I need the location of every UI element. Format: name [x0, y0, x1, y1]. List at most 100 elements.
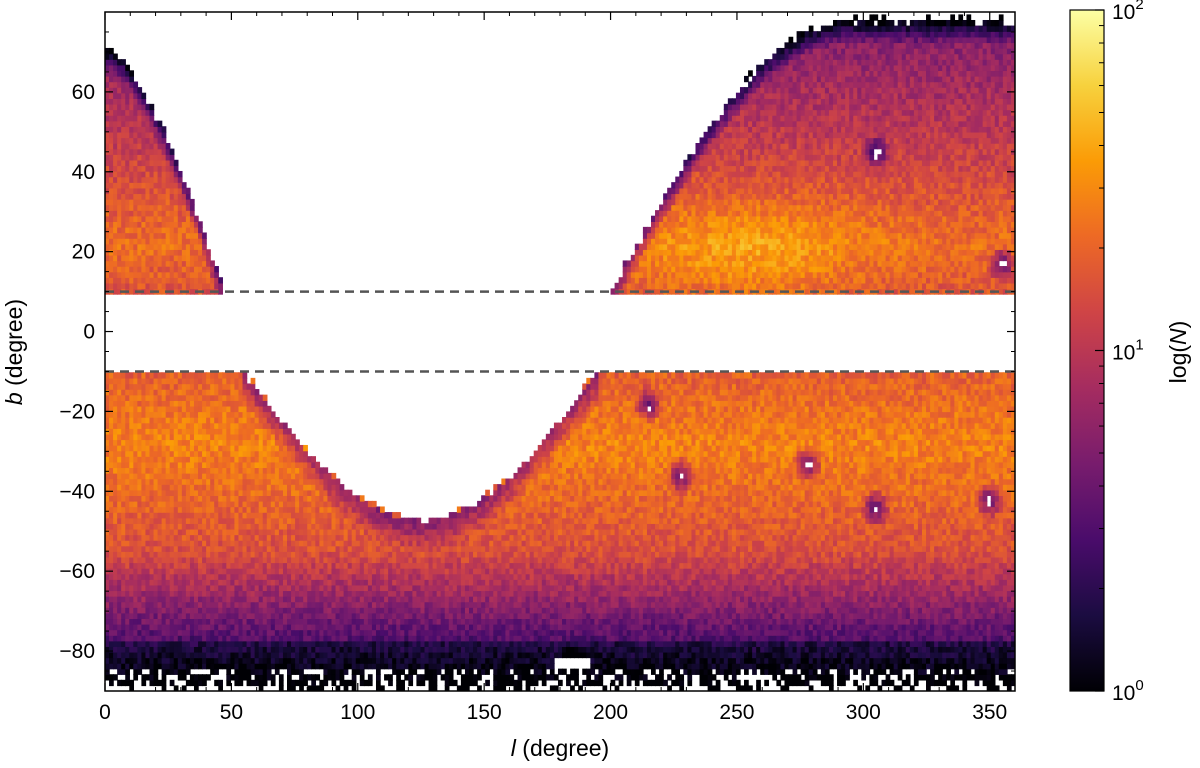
heatmap-cell — [266, 601, 272, 608]
heatmap-cell — [274, 579, 280, 586]
heatmap-cell — [113, 640, 118, 647]
heatmap-cell — [525, 640, 531, 647]
heatmap-cell — [586, 612, 592, 620]
heatmap-cell — [711, 635, 717, 642]
heatmap-cell — [784, 679, 790, 687]
heatmap-cell — [404, 657, 410, 664]
heatmap-cell — [444, 646, 450, 653]
heatmap-cell — [545, 601, 551, 608]
heatmap-cell — [930, 679, 935, 687]
heatmap-cell — [355, 651, 361, 659]
heatmap-cell — [942, 640, 947, 647]
heatmap-cell — [343, 579, 349, 586]
heatmap-cell — [177, 618, 183, 625]
heatmap-cell — [396, 595, 401, 603]
heatmap-cell — [986, 567, 992, 575]
heatmap-cell — [230, 623, 236, 631]
heatmap-cell — [881, 579, 887, 586]
heatmap-cell — [578, 579, 583, 586]
heatmap-cell — [218, 657, 223, 664]
heatmap-cell — [113, 584, 118, 592]
heatmap-cell — [735, 679, 741, 687]
heatmap-cell — [671, 640, 676, 647]
heatmap-cell — [448, 651, 454, 659]
heatmap-cell — [942, 584, 947, 592]
heatmap-cell — [808, 590, 814, 597]
heatmap-cell — [553, 573, 559, 580]
heatmap-cell — [266, 646, 272, 653]
heatmap-cell — [606, 601, 612, 608]
heatmap-cell — [869, 640, 875, 647]
heatmap-cell — [849, 607, 854, 614]
heatmap-cell — [404, 567, 410, 575]
heatmap-cell — [679, 657, 685, 664]
heatmap-cell — [299, 618, 304, 625]
heatmap-cell — [651, 584, 656, 592]
heatmap-cell — [853, 607, 858, 614]
heatmap-cell — [756, 629, 761, 636]
heatmap-cell — [699, 601, 705, 608]
heatmap-cell — [966, 595, 972, 603]
heatmap-cell — [962, 607, 968, 614]
heatmap-cell — [651, 646, 656, 653]
heatmap-cell — [291, 623, 296, 631]
heatmap-cell — [469, 629, 474, 636]
heatmap-cell — [824, 651, 830, 659]
heatmap-cell — [537, 640, 543, 647]
heatmap-cell — [287, 646, 292, 653]
heatmap-cell — [748, 651, 753, 659]
heatmap-cell — [651, 595, 656, 603]
heatmap-cell — [109, 579, 114, 586]
heatmap-cell — [695, 573, 701, 580]
heatmap-cell — [901, 629, 907, 636]
heatmap-cell — [533, 674, 539, 681]
heatmap-cell — [557, 562, 563, 569]
heatmap-cell — [760, 573, 765, 580]
heatmap-cell — [206, 607, 211, 614]
heatmap-cell — [671, 651, 676, 659]
heatmap-cell — [513, 685, 519, 691]
heatmap-cell — [214, 629, 219, 636]
heatmap-cell — [861, 595, 867, 603]
heatmap-cell — [683, 562, 689, 569]
heatmap-cell — [129, 635, 135, 642]
heatmap-cell — [946, 612, 951, 620]
heatmap-cell — [837, 618, 842, 625]
heatmap-cell — [375, 685, 381, 691]
heatmap-cell — [218, 584, 223, 592]
heatmap-cell — [262, 646, 268, 653]
heatmap-cell — [881, 601, 887, 608]
heatmap-cell — [792, 629, 798, 636]
heatmap-cell — [315, 567, 321, 575]
heatmap-cell — [634, 567, 640, 575]
heatmap-cell — [994, 562, 1000, 569]
heatmap-cell — [464, 685, 470, 691]
heatmap-cell — [833, 590, 838, 597]
heatmap-cell — [566, 595, 571, 603]
heatmap-cell — [812, 567, 818, 575]
heatmap-cell — [756, 640, 761, 647]
heatmap-cell — [865, 685, 871, 691]
heatmap-cell — [675, 601, 681, 608]
heatmap-cell — [663, 556, 668, 564]
heatmap-cell — [452, 567, 458, 575]
heatmap-cell — [428, 640, 434, 647]
heatmap-cell — [921, 629, 927, 636]
heatmap-cell — [642, 612, 648, 620]
heatmap-cell — [121, 590, 126, 597]
heatmap-cell — [671, 567, 676, 575]
heatmap-cell — [464, 679, 470, 687]
heatmap-cell — [335, 607, 341, 614]
heatmap-cell — [371, 567, 377, 575]
heatmap-cell — [905, 623, 911, 631]
heatmap-cell — [930, 584, 935, 592]
heatmap-cell — [307, 629, 312, 636]
heatmap-cell — [408, 674, 414, 681]
heatmap-cell — [566, 562, 571, 569]
heatmap-cell — [715, 651, 721, 659]
heatmap-cell — [772, 629, 778, 636]
heatmap-cell — [109, 679, 114, 687]
heatmap-cell — [760, 668, 765, 675]
heatmap-cell — [719, 663, 725, 670]
heatmap-cell — [230, 595, 236, 603]
